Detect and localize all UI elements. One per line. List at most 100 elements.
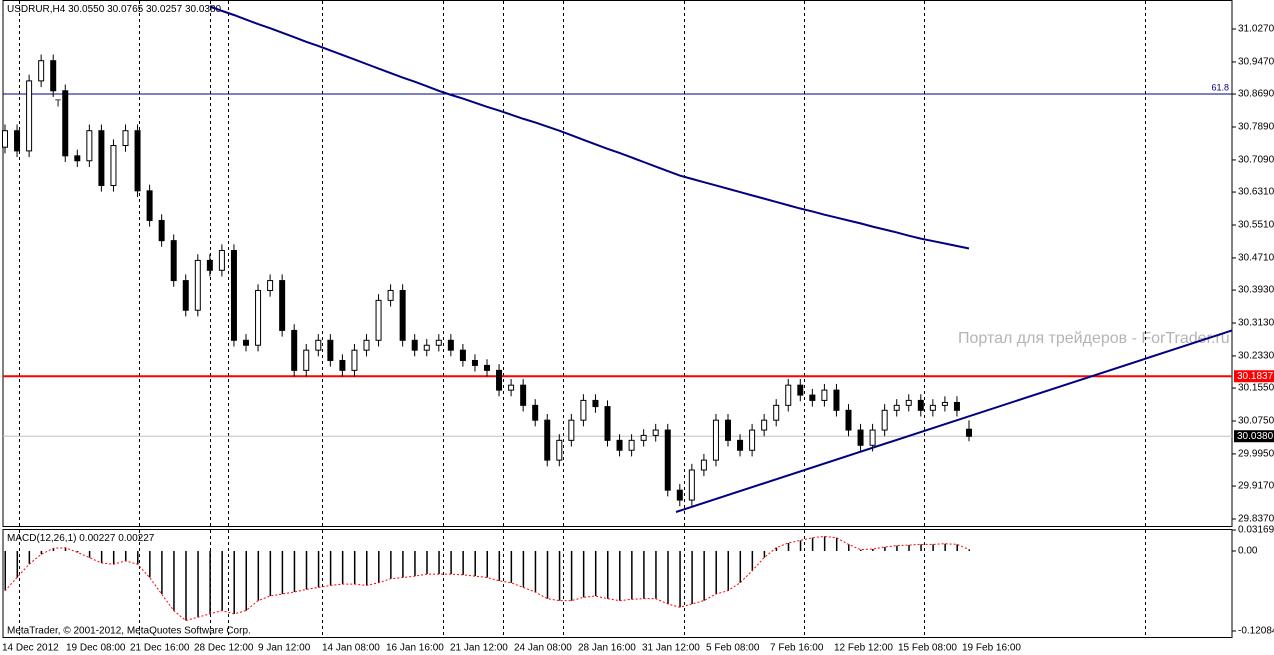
macd-bar	[558, 550, 561, 601]
macd-bar	[896, 545, 898, 551]
candle-body	[291, 329, 298, 371]
candle-body	[652, 429, 659, 436]
y-tick-label: 30.7090	[1238, 155, 1274, 166]
candle-body	[640, 434, 647, 441]
macd-bar	[378, 550, 380, 583]
macd-bar	[450, 550, 452, 575]
x-tick-label: 12 Feb 12:00	[834, 643, 893, 654]
candle-body	[435, 339, 442, 346]
candle-body	[881, 409, 888, 431]
main-frame	[2, 0, 1233, 527]
macd-bar	[197, 550, 199, 618]
macd-bar	[341, 550, 344, 585]
candle-body	[351, 349, 358, 371]
macd-bar	[607, 550, 609, 599]
macd-bar	[4, 550, 6, 591]
macd-bar	[932, 544, 934, 551]
candle-body	[363, 339, 370, 351]
candle-body	[712, 419, 719, 461]
macd-bar	[872, 549, 874, 551]
candle-body	[50, 60, 57, 92]
macd-bar	[28, 550, 31, 565]
x-tick-label: 5 Feb 08:00	[706, 643, 760, 654]
candle-body	[484, 364, 490, 371]
x-tick-label: 24 Jan 08:00	[514, 643, 572, 654]
macd-bar	[570, 550, 573, 601]
candle-body	[520, 384, 527, 406]
candle-body	[845, 409, 852, 431]
candle-body	[508, 384, 515, 391]
macd-header: MACD(12,26,1) 0.00227 0.00227	[7, 533, 155, 544]
macd-bar	[305, 550, 308, 590]
candle-body	[700, 459, 707, 471]
x-tick-label: 9 Jan 12:00	[258, 643, 311, 654]
candle-body	[496, 369, 503, 391]
candle-body	[62, 90, 69, 157]
macd-bar	[269, 550, 272, 597]
macd-bar	[679, 550, 681, 608]
macd-bar	[281, 550, 284, 595]
candle-body	[797, 384, 804, 396]
macd-bar	[691, 550, 693, 604]
macd-bar	[631, 550, 633, 600]
macd-bar	[112, 550, 115, 565]
macd-bar	[655, 550, 657, 599]
candle-body	[833, 389, 840, 411]
macd-bar	[353, 550, 356, 585]
y-tick-label: 30.3130	[1238, 318, 1274, 329]
candle-body	[315, 339, 322, 351]
x-tick-label: 7 Feb 16:00	[770, 643, 824, 654]
candle-body	[74, 155, 81, 162]
macd-bar	[908, 545, 910, 551]
trendline	[675, 329, 1233, 513]
macd-bar	[498, 550, 501, 581]
macd-bar	[534, 550, 537, 593]
candle-body	[411, 339, 418, 351]
candle-body	[182, 280, 189, 311]
candle-body	[917, 399, 924, 411]
candle-body	[14, 130, 21, 152]
candle-body	[761, 419, 768, 431]
candle-body	[267, 280, 274, 291]
macd-bar	[173, 550, 175, 611]
macd-bar	[88, 550, 91, 558]
level-tag	[1234, 370, 1274, 383]
level-tag-label: 30.1837	[1237, 371, 1274, 382]
macd-bar	[100, 550, 103, 563]
macd-bar	[787, 543, 790, 551]
y-tick-label: 29.8370	[1238, 514, 1274, 525]
price-tag	[1234, 430, 1274, 443]
macd-bar	[968, 549, 970, 551]
x-tick-label: 15 Feb 08:00	[898, 643, 957, 654]
x-tick-label: 21 Dec 16:00	[130, 643, 190, 654]
macd-bar	[884, 547, 886, 551]
fibo-label: 61.8	[1211, 82, 1229, 92]
candle-body	[532, 404, 539, 421]
header: USDRUR,H4 30.0550 30.0765 30.0257 30.038…	[7, 4, 222, 15]
macd-bar	[823, 536, 826, 551]
macd-bar	[257, 550, 260, 601]
y-tick-label: 30.1550	[1238, 383, 1274, 394]
macd-bar	[811, 537, 814, 551]
candle-body	[38, 60, 45, 82]
symbol: USDRUR,H4	[7, 4, 66, 15]
macd-bar	[944, 543, 946, 551]
candle-body	[194, 259, 201, 311]
x-tick-label: 16 Jan 16:00	[386, 643, 444, 654]
y-tick-label: 29.9170	[1238, 481, 1274, 492]
macd-bar	[125, 550, 127, 561]
candle-body	[628, 439, 635, 451]
macd-bar	[643, 550, 645, 599]
macd-bar	[582, 550, 585, 598]
y-tick-label: 30.2330	[1238, 351, 1274, 362]
y-tick-label: 30.9470	[1238, 57, 1274, 68]
candle-body	[749, 429, 756, 451]
macd-bar	[221, 550, 223, 611]
candle-body	[929, 404, 936, 411]
candle-body	[86, 130, 93, 162]
candle-body	[941, 401, 948, 406]
candle-body	[243, 339, 249, 346]
macd-frame	[2, 529, 1233, 638]
macd-bar	[40, 550, 43, 555]
watermark: Портал для трейдеров - ForTrader.ru	[958, 330, 1230, 347]
